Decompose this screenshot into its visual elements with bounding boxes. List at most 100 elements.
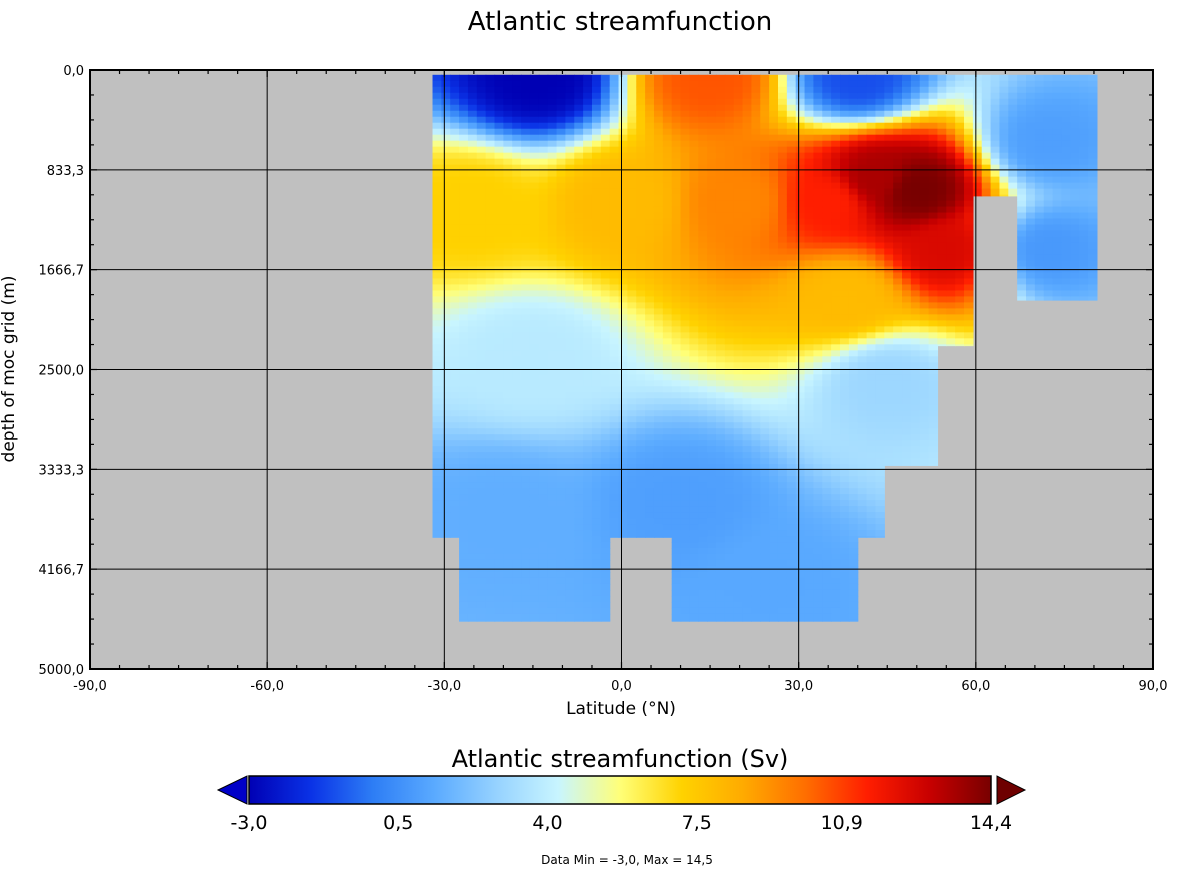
heatmap-cell (919, 272, 930, 280)
heatmap-cell (698, 128, 708, 136)
heatmap-cell (928, 146, 939, 154)
heatmap-cell (485, 589, 496, 597)
heatmap-cell (795, 607, 806, 615)
heatmap-cell (627, 278, 637, 286)
heatmap-cell (715, 80, 726, 88)
heatmap-cell (574, 428, 584, 435)
heatmap-cell (521, 80, 531, 88)
heatmap-cell (902, 110, 912, 118)
heatmap-cell (512, 619, 522, 622)
heatmap-cell (724, 536, 735, 543)
heatmap-cell (583, 332, 593, 339)
heatmap-cell (459, 464, 469, 471)
heatmap-cell (804, 577, 815, 585)
heatmap-cell (742, 356, 753, 363)
heatmap-cell (636, 110, 646, 118)
heatmap-cell (591, 607, 602, 615)
heatmap-cell (831, 146, 841, 154)
heatmap-cell (627, 152, 637, 160)
heatmap-cell (476, 260, 487, 268)
heatmap-cell (521, 278, 531, 286)
heatmap-cell (476, 344, 487, 351)
heatmap-cell (857, 218, 868, 226)
heatmap-cell (618, 446, 629, 453)
heatmap-cell (600, 158, 611, 166)
heatmap-cell (538, 200, 549, 208)
heatmap-cell (645, 416, 655, 423)
heatmap-cell (680, 98, 691, 106)
heatmap-cell (538, 410, 549, 417)
heatmap-cell (459, 152, 469, 160)
heatmap-cell (715, 248, 726, 256)
heatmap-cell (476, 589, 487, 597)
heatmap-cell (671, 476, 682, 483)
heatmap-cell (689, 350, 699, 357)
heatmap-cell (494, 230, 504, 238)
heatmap-cell (450, 464, 460, 471)
heatmap-cell (840, 170, 850, 178)
heatmap-cell (662, 152, 673, 160)
heatmap-cell (777, 607, 788, 615)
heatmap-cell (600, 559, 611, 567)
heatmap-cell (786, 452, 797, 459)
heatmap-cell (866, 428, 877, 435)
heatmap-cell (671, 80, 682, 88)
heatmap-cell (689, 362, 699, 369)
heatmap-cell (884, 152, 894, 160)
heatmap-cell (645, 362, 655, 369)
heatmap-cell (636, 446, 646, 453)
heatmap-cell (636, 164, 646, 172)
heatmap-cell (822, 446, 832, 453)
heatmap-cell (751, 206, 761, 214)
heatmap-cell (689, 134, 699, 142)
heatmap-cell (609, 500, 620, 507)
heatmap-cell (512, 500, 522, 507)
heatmap-cell (777, 512, 788, 519)
heatmap-cell (760, 536, 770, 543)
heatmap-cell (636, 398, 646, 405)
heatmap-cell (795, 530, 806, 537)
heatmap-cell (831, 110, 841, 118)
heatmap-cell (804, 571, 815, 579)
heatmap-cell (556, 368, 566, 375)
heatmap-cell (857, 116, 868, 124)
heatmap-cell (928, 464, 939, 466)
heatmap-cell (875, 176, 885, 184)
heatmap-cell (786, 476, 797, 483)
heatmap-cell (653, 356, 664, 363)
heatmap-cell (467, 80, 478, 88)
heatmap-cell (795, 589, 806, 597)
heatmap-cell (627, 500, 637, 507)
heatmap-cell (467, 164, 478, 172)
heatmap-cell (946, 248, 956, 256)
heatmap-cell (769, 164, 779, 172)
heatmap-cell (671, 452, 682, 459)
heatmap-cell (556, 128, 566, 136)
heatmap-cell (751, 488, 761, 495)
heatmap-cell (724, 80, 735, 88)
heatmap-cell (547, 134, 558, 142)
heatmap-cell (893, 80, 903, 88)
heatmap-cell (813, 440, 823, 447)
heatmap-cell (733, 182, 744, 190)
heatmap-cell (680, 542, 691, 549)
heatmap-cell (574, 404, 584, 411)
heatmap-cell (476, 128, 487, 136)
heatmap-cell (795, 74, 806, 82)
heatmap-cell (777, 577, 788, 585)
heatmap-cell (857, 332, 868, 339)
heatmap-cell (733, 206, 744, 214)
heatmap-cell (662, 122, 673, 130)
heatmap-cell (689, 601, 699, 609)
heatmap-cell (742, 428, 753, 435)
heatmap-cell (680, 272, 691, 280)
heatmap-cell (875, 224, 885, 232)
heatmap-cell (777, 152, 788, 160)
heatmap-cell (937, 104, 947, 112)
heatmap-cell (574, 542, 584, 549)
heatmap-cell (653, 284, 664, 292)
heatmap-cell (459, 368, 469, 375)
heatmap-cell (715, 92, 726, 100)
heatmap-cell (689, 74, 699, 82)
heatmap-cell (875, 506, 885, 513)
